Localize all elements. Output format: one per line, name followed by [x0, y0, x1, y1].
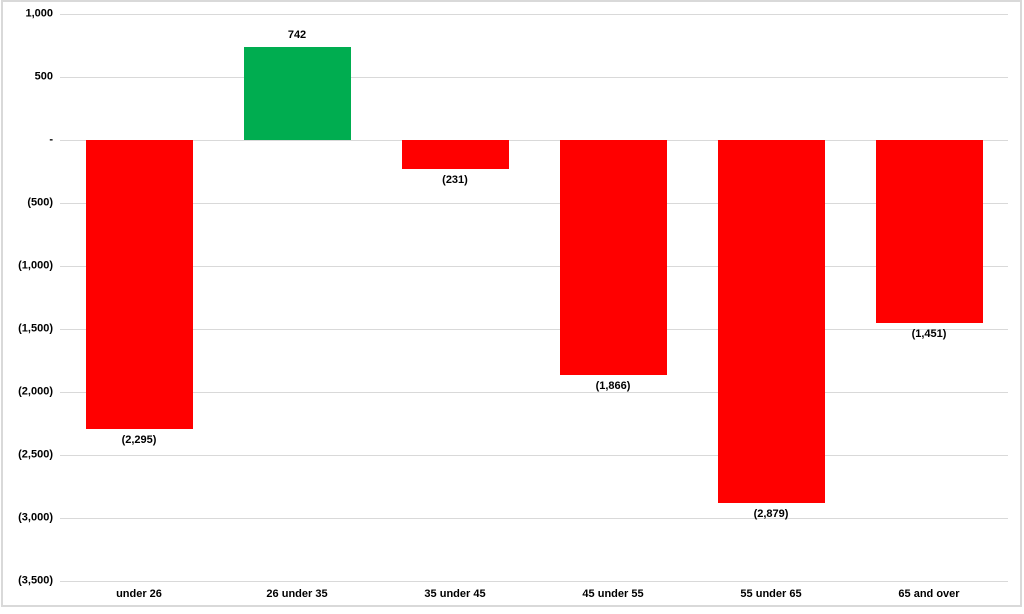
- bar: [717, 140, 825, 503]
- y-axis-tick-label: (1,000): [18, 259, 53, 272]
- y-axis-tick-label: (3,500): [18, 574, 53, 587]
- x-axis-category-label: 55 under 65: [740, 588, 802, 600]
- bar: [875, 140, 983, 323]
- bar-value-label: (231): [442, 174, 468, 187]
- y-axis-tick-label: (2,000): [18, 385, 53, 398]
- bar: [85, 140, 193, 430]
- x-axis-category-label: 65 and over: [898, 588, 960, 600]
- x-axis-category-label: 35 under 45: [424, 588, 486, 600]
- y-axis-tick-label: (2,500): [18, 448, 53, 461]
- bar: [243, 46, 351, 140]
- x-axis-category-label: 45 under 55: [582, 588, 644, 600]
- y-axis-tick-label: (1,500): [18, 322, 53, 335]
- y-axis-tick-label: -: [49, 133, 53, 146]
- x-axis-category-label: 26 under 35: [266, 588, 328, 600]
- y-axis-tick-label: 500: [34, 70, 53, 83]
- gridline: [60, 392, 1008, 393]
- plot-area: (2,295) under 26 742 26 under 35 (231) 35 und…: [60, 14, 1008, 600]
- x-axis-category-label: under 26: [116, 588, 162, 600]
- bar-value-label: 742: [287, 28, 307, 41]
- y-axis: 1,000 500 - (500) (1,000) (1,500) (2,000) (2,50…: [3, 8, 53, 587]
- gridline: [60, 266, 1008, 267]
- gridline: [60, 581, 1008, 582]
- gridline: [60, 203, 1008, 204]
- bar-value-label: (2,879): [753, 507, 789, 520]
- gridline: [60, 140, 1008, 141]
- y-axis-tick-label: 1,000: [25, 7, 53, 20]
- y-axis-tick-label: (500): [27, 196, 53, 209]
- bar: [401, 140, 509, 170]
- gridline: [60, 77, 1008, 78]
- bar-value-label: (2,295): [121, 434, 157, 447]
- gridline: [60, 329, 1008, 330]
- gridline: [60, 14, 1008, 15]
- bar-value-label: (1,866): [595, 380, 631, 393]
- bar: [559, 140, 667, 376]
- gridline: [60, 518, 1008, 519]
- y-axis-tick-label: (3,000): [18, 511, 53, 524]
- bar-value-label: (1,451): [911, 327, 947, 340]
- gridline: [60, 455, 1008, 456]
